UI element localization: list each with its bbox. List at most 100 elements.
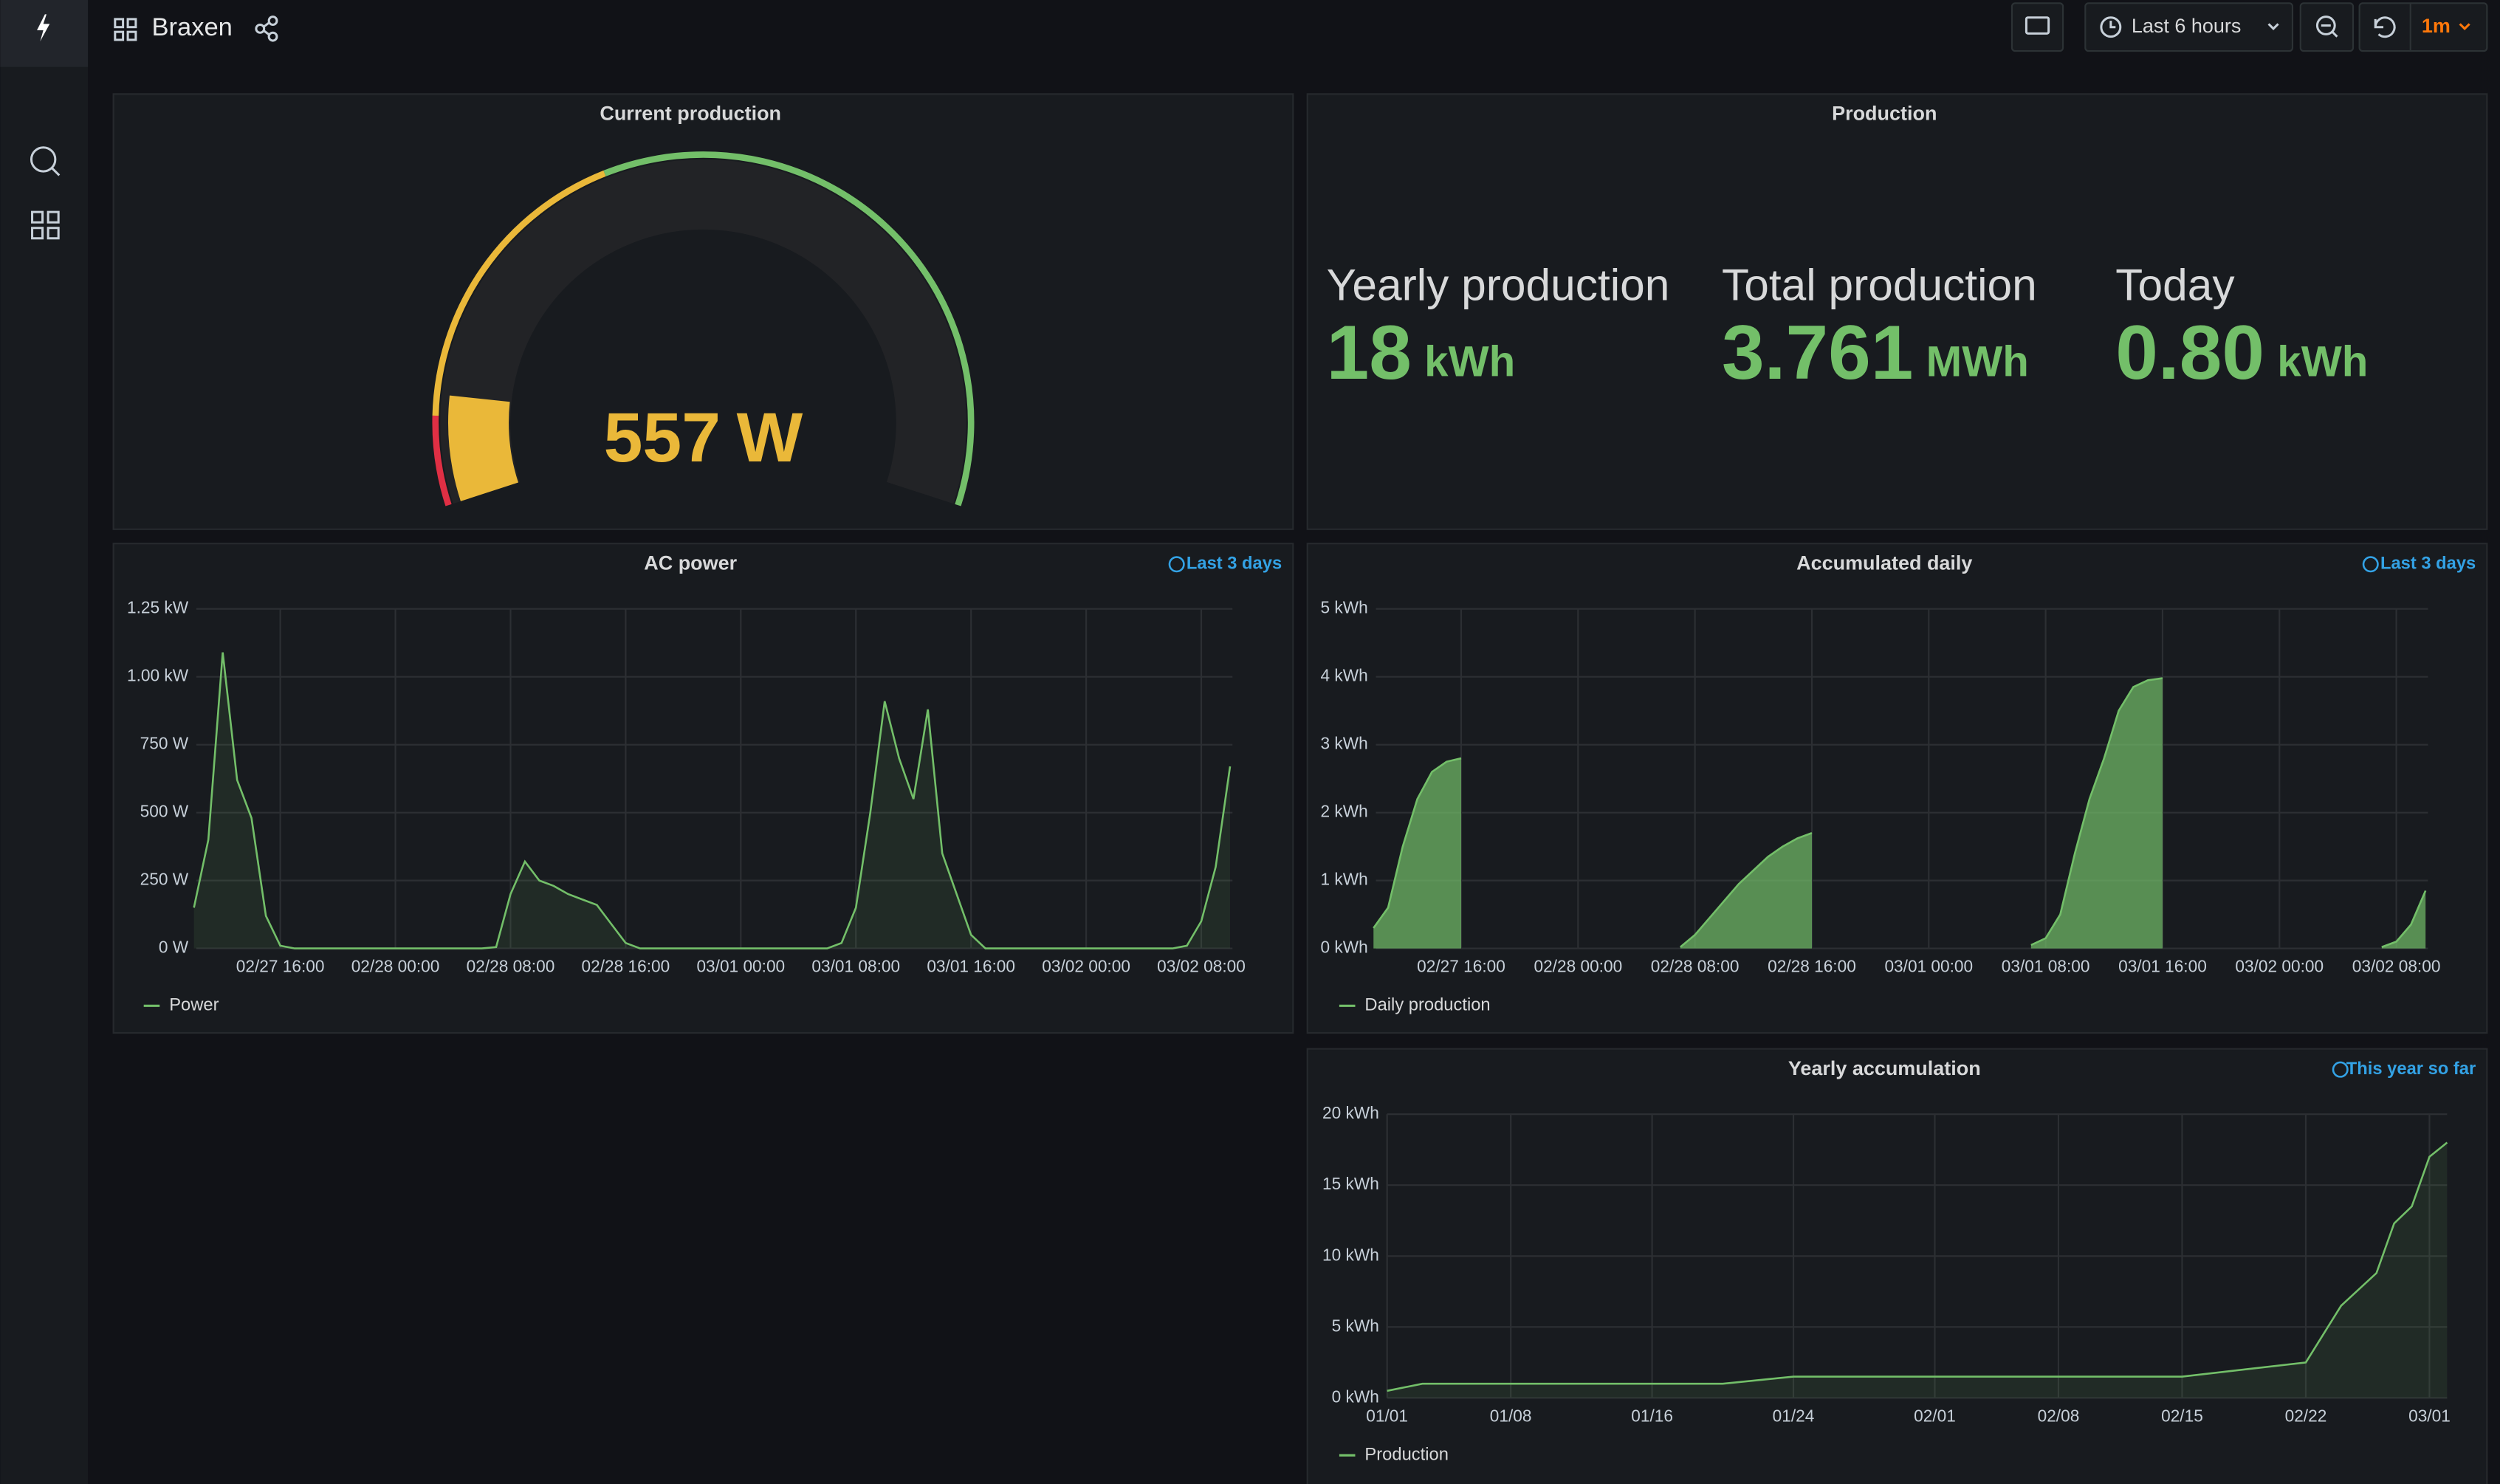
y-tick-label: 5 kWh — [1332, 1316, 1379, 1335]
panel-title: Production — [1832, 103, 1937, 125]
y-tick-label: 4 kWh — [1321, 666, 1368, 685]
x-tick-label: 03/01 00:00 — [696, 956, 785, 975]
x-tick-label: 02/01 — [1914, 1406, 1956, 1425]
x-tick-label: 01/16 — [1631, 1406, 1673, 1425]
y-tick-label: 500 W — [140, 802, 189, 821]
stat-number: 3.761 — [1722, 309, 1913, 395]
panel-title: AC power — [644, 552, 737, 574]
stat-unit: kWh — [1424, 338, 1515, 386]
y-tick-label: 250 W — [140, 870, 189, 889]
dashboards-icon[interactable] — [31, 210, 60, 240]
series-line — [193, 652, 1232, 949]
x-tick-label: 03/01 16:00 — [927, 956, 1015, 975]
x-tick-label: 02/28 00:00 — [1534, 956, 1622, 975]
x-tick-label: 03/01 00:00 — [1884, 956, 1973, 975]
stat-label: Today — [2115, 260, 2235, 310]
stat-label: Total production — [1722, 260, 2037, 310]
gauge-threshold — [603, 151, 975, 506]
x-tick-label: 03/01 08:00 — [2002, 956, 2090, 975]
y-tick-label: 1.25 kW — [127, 598, 189, 617]
panel — [1306, 93, 2488, 530]
time-shift: This year so far — [2346, 1059, 2476, 1079]
logo[interactable] — [37, 14, 50, 42]
y-tick-label: 1.00 kW — [127, 666, 189, 685]
time-shift-icon — [1168, 556, 1185, 573]
stat-unit: kWh — [2277, 338, 2368, 386]
series-area — [1373, 678, 2426, 949]
charts: 0 W 250 W 500 W 750 W 1.00 kW 1.25 kW 02/27 16… — [127, 598, 2451, 1465]
series-area — [1387, 1142, 2448, 1398]
x-tick-label: 03/02 08:00 — [2352, 956, 2441, 975]
legend-label: Daily production — [1364, 996, 1490, 1015]
gauge-value: 557 W — [604, 399, 803, 477]
x-tick-label: 02/28 08:00 — [1651, 956, 1740, 975]
x-tick-label: 03/01 08:00 — [811, 956, 900, 975]
clock-icon — [2100, 16, 2122, 38]
x-tick-label: 02/28 16:00 — [582, 956, 670, 975]
stat-value: 3.761 MWh — [1722, 309, 2029, 395]
time-shift-icon — [2332, 1061, 2349, 1078]
zoom-icon — [2315, 16, 2338, 38]
stat-value: 0.80 kWh — [2115, 309, 2368, 395]
dashboard-title[interactable]: Braxen — [151, 13, 232, 41]
y-tick-label: 10 kWh — [1322, 1245, 1379, 1264]
zoom-out-button[interactable] — [2299, 2, 2355, 52]
x-tick-label: 03/02 00:00 — [1042, 956, 1130, 975]
x-tick-label: 03/02 00:00 — [2235, 956, 2324, 975]
dashboard-grid-icon — [114, 18, 137, 41]
y-tick-label: 5 kWh — [1321, 598, 1368, 617]
dropdown-caret — [2267, 23, 2279, 30]
tv-mode-button[interactable] — [2010, 2, 2064, 52]
x-tick-label: 02/28 00:00 — [351, 956, 440, 975]
y-tick-label: 3 kWh — [1321, 734, 1368, 753]
x-tick-label: 01/08 — [1490, 1406, 1532, 1425]
legend-label: Production — [1364, 1445, 1448, 1464]
stat-number: 18 — [1327, 309, 1412, 395]
y-tick-label: 0 W — [159, 938, 189, 957]
x-tick-label: 02/15 — [2161, 1406, 2203, 1425]
series-line — [1373, 677, 2427, 948]
y-tick-label: 20 kWh — [1322, 1103, 1379, 1122]
panel — [1306, 1048, 2488, 1484]
panel-title: Accumulated daily — [1796, 552, 1972, 574]
series-line — [1387, 1141, 2448, 1392]
time-range[interactable]: Last 6 hours — [2132, 15, 2241, 37]
dropdown-caret — [2459, 23, 2470, 30]
x-tick-label: 02/28 08:00 — [467, 956, 555, 975]
gauge-threshold — [432, 170, 606, 416]
time-picker[interactable] — [2084, 2, 2294, 52]
time-shift: Last 3 days — [1187, 554, 1282, 574]
time-shift: Last 3 days — [2380, 554, 2476, 574]
x-tick-label: 02/22 — [2285, 1406, 2327, 1425]
panel-title: Current production — [600, 103, 781, 125]
gauge-unit: W — [737, 399, 803, 477]
sidebar — [0, 0, 89, 1484]
clock-hands — [2109, 21, 2116, 29]
x-tick-label: 02/27 16:00 — [236, 956, 325, 975]
gauge-track — [440, 159, 966, 504]
x-tick-label: 02/27 16:00 — [1417, 956, 1505, 975]
x-tick-label: 03/01 — [2408, 1406, 2451, 1425]
refresh-interval[interactable]: 1m — [2422, 15, 2451, 37]
gauge — [432, 151, 975, 506]
panel-title: Yearly accumulation — [1788, 1057, 1981, 1079]
gauge-threshold — [432, 415, 452, 506]
panel — [112, 543, 1294, 1034]
search-icon[interactable] — [30, 146, 61, 176]
time-shift-icon — [2362, 556, 2379, 573]
refresh-button[interactable] — [2358, 2, 2488, 52]
gauge-number: 557 — [604, 399, 721, 477]
legend-label: Power — [169, 996, 219, 1015]
x-tick-label: 01/01 — [1366, 1406, 1408, 1425]
x-tick-label: 03/02 08:00 — [1157, 956, 1246, 975]
y-tick-label: 0 kWh — [1321, 938, 1368, 957]
refresh-icon — [2374, 16, 2396, 38]
y-tick-label: 0 kWh — [1332, 1387, 1379, 1406]
tv-icon — [2025, 16, 2050, 35]
share-icon[interactable] — [255, 16, 278, 42]
y-tick-label: 1 kWh — [1321, 870, 1368, 889]
y-tick-label: 2 kWh — [1321, 802, 1368, 821]
y-tick-label: 15 kWh — [1322, 1174, 1379, 1193]
